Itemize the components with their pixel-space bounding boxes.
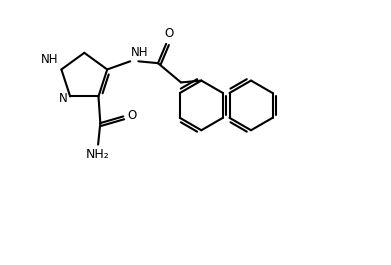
Text: NH: NH (131, 46, 149, 59)
Text: O: O (164, 27, 173, 40)
Text: N: N (58, 92, 67, 105)
Text: O: O (128, 109, 137, 122)
Text: NH₂: NH₂ (86, 148, 109, 161)
Text: NH: NH (41, 54, 58, 67)
